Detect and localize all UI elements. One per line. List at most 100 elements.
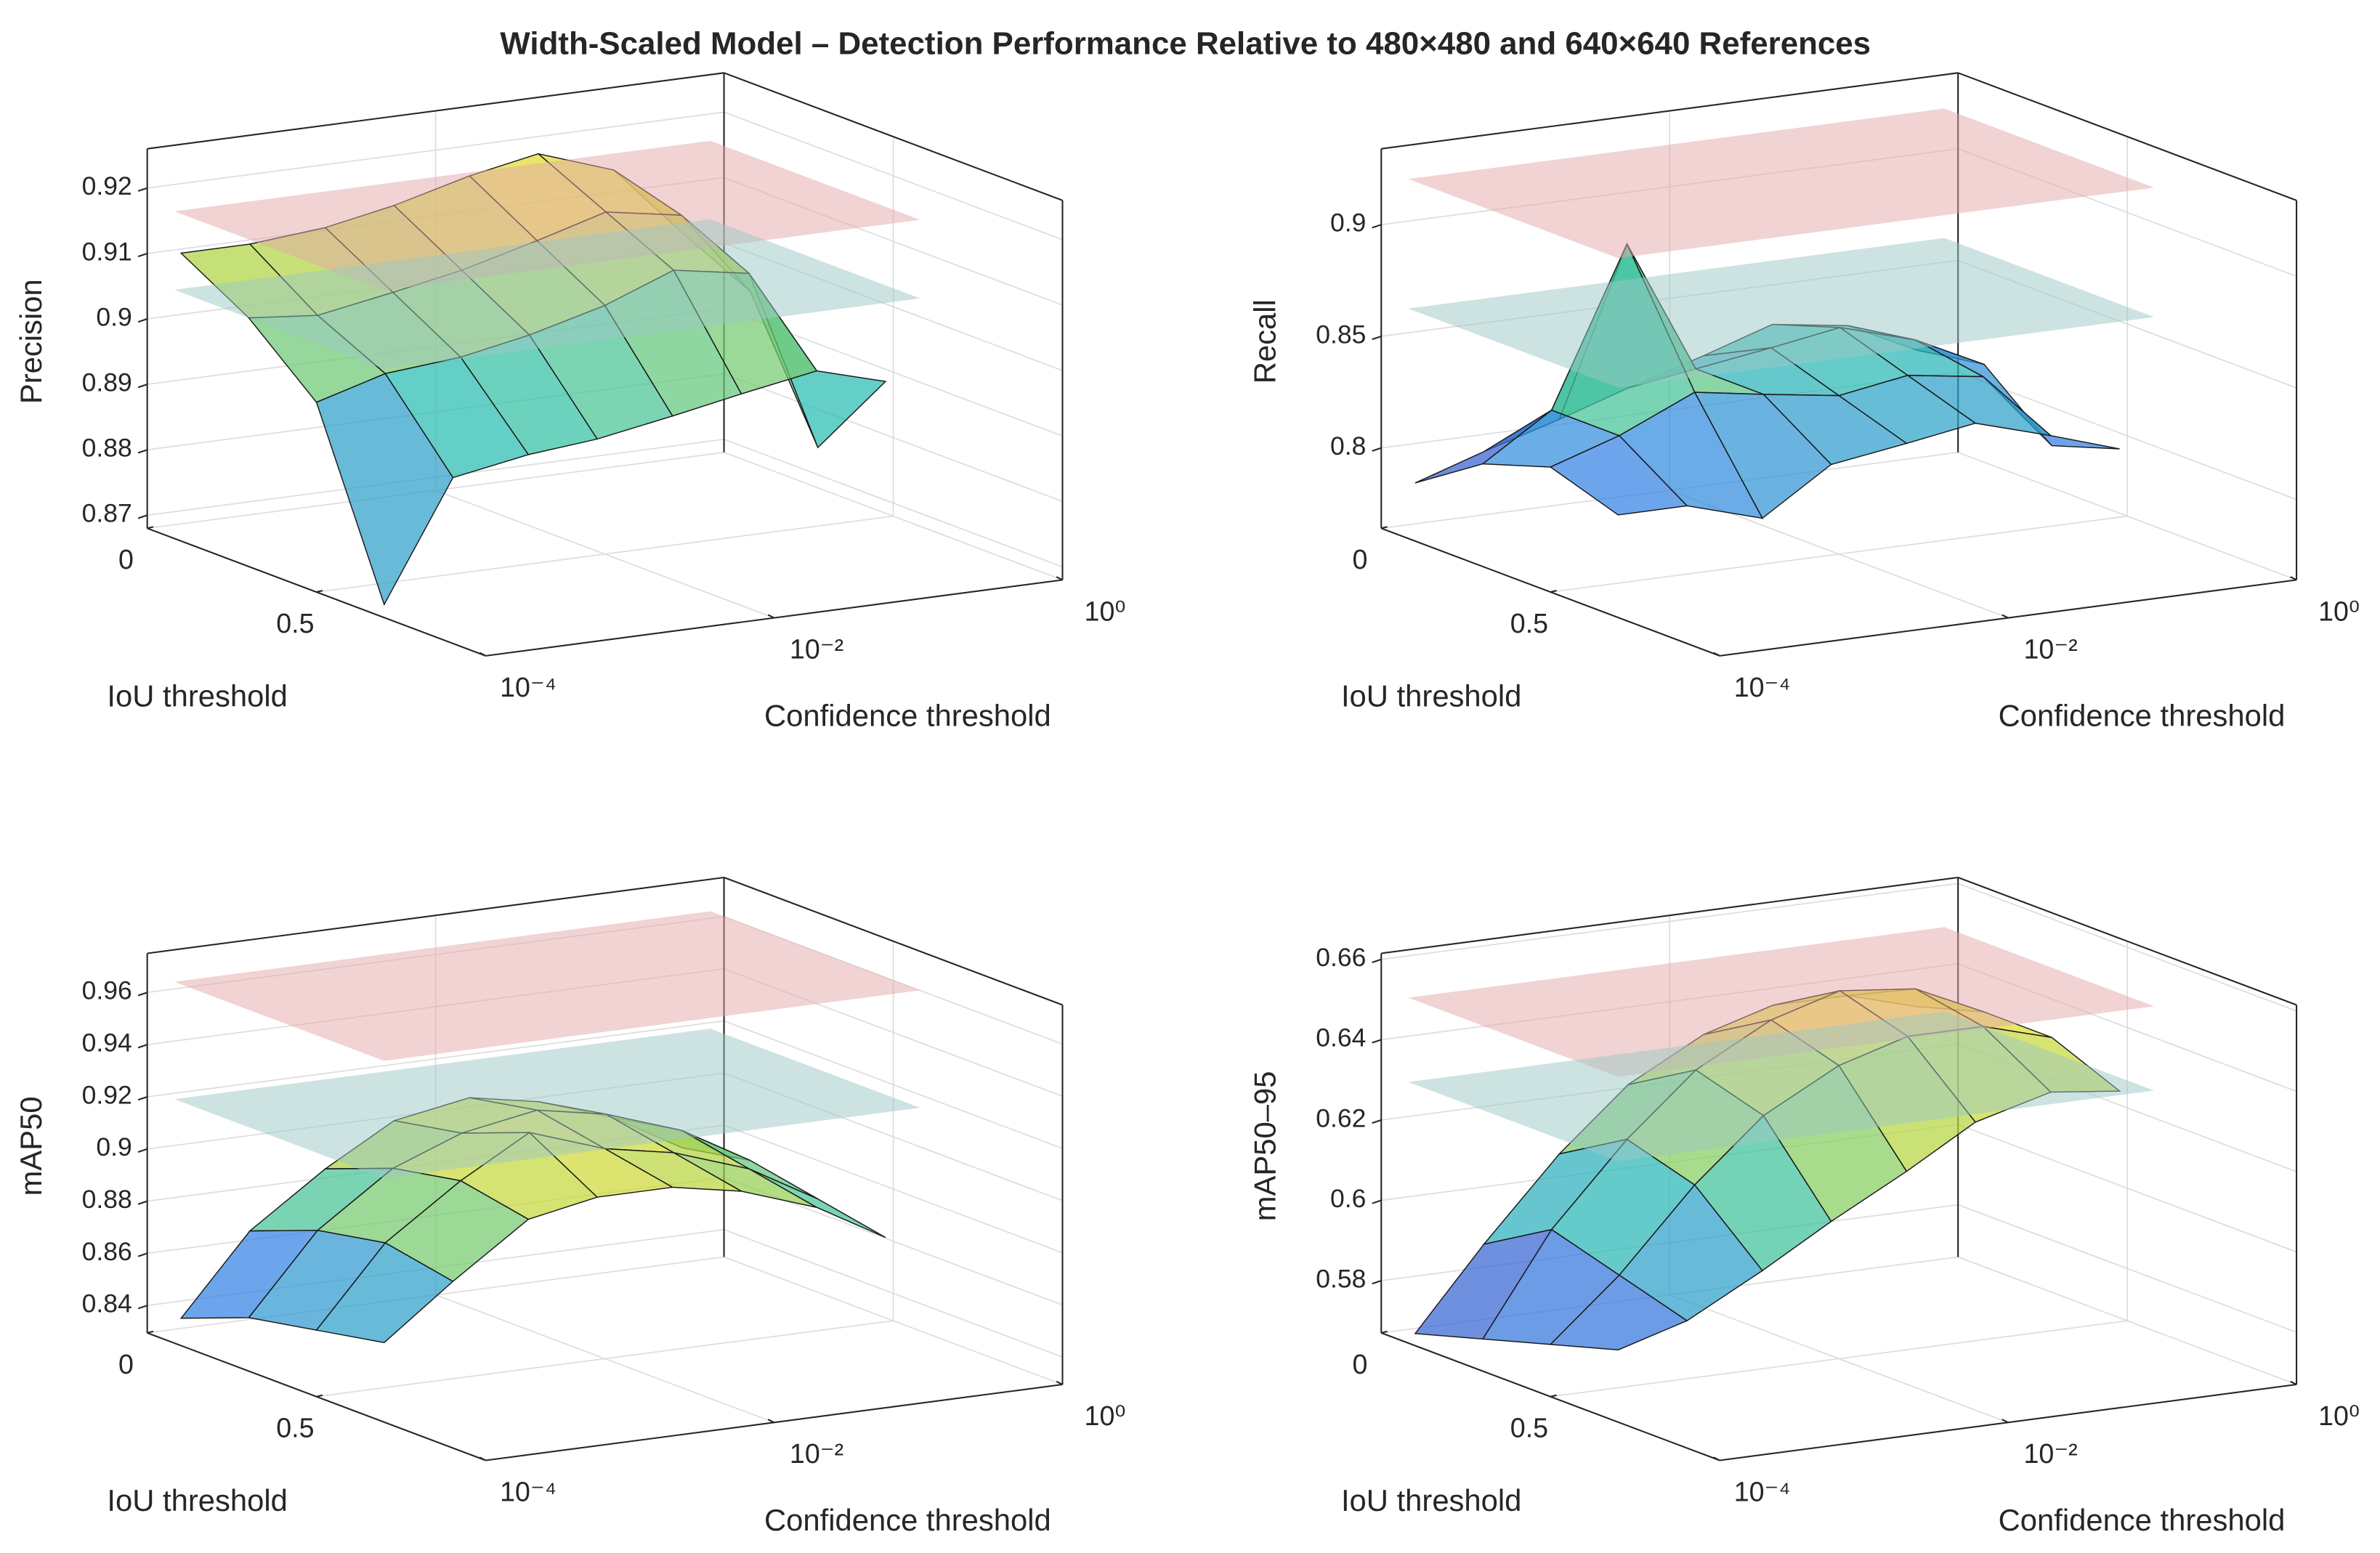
- y-grid-line: [316, 515, 894, 593]
- z-tick: [137, 1095, 147, 1101]
- figure-title: Width-Scaled Model – Detection Performan…: [500, 25, 1871, 61]
- z-tick-label: 0.9: [1330, 208, 1366, 238]
- axis-edge: [724, 877, 1063, 1006]
- z-tick: [137, 252, 147, 258]
- z-tick-label: 0.9: [96, 302, 131, 331]
- x-tick-label: 10⁰: [1085, 1400, 1126, 1431]
- z-axis-label: mAP50–95: [1248, 1071, 1282, 1222]
- subplot: 0.58 0.6 0.62 0.64 0.66 10⁻⁴ 10⁻² 10⁰ 0 0.5 Confid…: [1248, 876, 2360, 1537]
- z-tick: [137, 384, 147, 389]
- y-axis-label: IoU threshold: [1341, 1483, 1521, 1517]
- axis-edge: [485, 1383, 1063, 1461]
- axis-edge: [1720, 579, 2297, 657]
- y-grid-line: [1550, 515, 2128, 593]
- z-tick-label: 0.94: [82, 1029, 132, 1058]
- surface-patch: [1549, 1274, 1688, 1351]
- z-tick-label: 0.89: [82, 368, 132, 397]
- axis-edge: [1957, 877, 2297, 1006]
- x-tick-label: 10⁰: [1085, 596, 1126, 626]
- y-tick-label: 0: [1353, 1349, 1368, 1379]
- z-tick-label: 0.6: [1330, 1184, 1366, 1213]
- z-tick-label: 0.88: [82, 434, 132, 463]
- subplot: 0.84 0.86 0.88 0.9 0.92 0.94 0.96 10⁻⁴ 10⁻² 10⁰ 0 0…: [14, 876, 1126, 1537]
- axis-edge: [1720, 1383, 2297, 1461]
- y-grid-line: [316, 1320, 894, 1398]
- z-tick: [137, 1044, 147, 1049]
- y-axis-label: IoU threshold: [107, 678, 287, 713]
- reference-plane: [1408, 927, 2155, 1077]
- y-tick-label: 0: [118, 544, 134, 575]
- z-tick: [1372, 1039, 1382, 1044]
- x-axis-label: Confidence threshold: [1999, 1503, 2286, 1537]
- z-tick: [1372, 224, 1382, 229]
- z-tick: [1372, 1280, 1382, 1285]
- x-tick-label: 10⁰: [2318, 1400, 2360, 1431]
- z-axis-label: Recall: [1248, 299, 1282, 384]
- axis-edge: [147, 72, 724, 150]
- axis-edge: [1381, 876, 1959, 954]
- axis-edge: [1380, 527, 1720, 657]
- z-tick: [137, 992, 147, 997]
- z-tick: [1372, 1119, 1382, 1124]
- x-tick-label: 10⁻²: [2024, 634, 2078, 665]
- z-tick: [137, 449, 147, 454]
- z-tick: [137, 514, 147, 519]
- surface-patch: [1549, 434, 1688, 516]
- x-axis-label: Confidence threshold: [1999, 699, 2286, 733]
- z-tick: [1372, 958, 1382, 963]
- z-tick-label: 0.96: [82, 976, 132, 1005]
- z-tick-label: 0.64: [1316, 1023, 1366, 1053]
- axis-edge: [147, 876, 724, 954]
- x-tick-label: 10⁻²: [790, 1438, 843, 1469]
- subplot: 0.87 0.88 0.89 0.9 0.91 0.92 10⁻⁴ 10⁻² 10⁰ 0 0.5 Co…: [14, 72, 1126, 733]
- z-tick: [137, 1305, 147, 1310]
- z-axis-label: Precision: [14, 279, 48, 404]
- z-tick-label: 0.66: [1316, 943, 1366, 972]
- axis-edge: [1957, 72, 2297, 201]
- z-tick: [137, 1148, 147, 1153]
- z-tick: [137, 1252, 147, 1257]
- z-tick: [1372, 1199, 1382, 1204]
- x-tick-label: 10⁰: [2318, 596, 2360, 626]
- surface-patch: [315, 373, 454, 606]
- y-tick-label: 0.5: [276, 608, 314, 638]
- z-tick-label: 0.9: [96, 1132, 131, 1161]
- reference-plane: [1408, 108, 2155, 259]
- axis-edge: [1381, 72, 1959, 150]
- y-tick-label: 0.5: [1510, 608, 1548, 638]
- y-tick-label: 0.5: [1510, 1413, 1548, 1443]
- z-tick-label: 0.87: [82, 499, 132, 528]
- z-tick-label: 0.84: [82, 1289, 132, 1318]
- z-tick-label: 0.92: [82, 171, 132, 200]
- z-tick-label: 0.91: [82, 237, 132, 266]
- z-axis-label: mAP50: [14, 1096, 48, 1196]
- z-tick-label: 0.86: [82, 1237, 132, 1266]
- y-axis-label: IoU threshold: [107, 1483, 287, 1517]
- x-tick-label: 10⁻²: [790, 634, 843, 665]
- x-tick-label: 10⁻⁴: [500, 1476, 556, 1507]
- z-tick-label: 0.8: [1330, 431, 1366, 461]
- reference-plane: [174, 140, 920, 291]
- z-tick-label: 0.88: [82, 1185, 132, 1214]
- axis-edge: [485, 579, 1063, 657]
- x-axis-label: Confidence threshold: [764, 699, 1051, 733]
- y-tick-label: 0: [118, 1349, 134, 1379]
- z-tick: [1372, 335, 1382, 341]
- z-tick: [137, 1200, 147, 1205]
- axis-edge: [147, 1331, 486, 1461]
- y-tick-label: 0.5: [276, 1413, 314, 1443]
- x-tick-label: 10⁻⁴: [1734, 672, 1791, 702]
- z-tick-label: 0.85: [1316, 320, 1366, 349]
- x-tick-label: 10⁻⁴: [500, 672, 556, 702]
- z-tick-label: 0.92: [82, 1080, 132, 1109]
- z-tick: [137, 318, 147, 323]
- reference-plane: [174, 1029, 920, 1179]
- y-grid-line: [1550, 1320, 2128, 1398]
- axis-edge: [724, 72, 1063, 201]
- reference-plane: [174, 219, 920, 369]
- surface-patch: [315, 1242, 454, 1344]
- x-tick-label: 10⁻²: [2024, 1438, 2078, 1469]
- subplot: 0.8 0.85 0.9 10⁻⁴ 10⁻² 10⁰ 0 0.5 Confidence thre…: [1248, 72, 2360, 733]
